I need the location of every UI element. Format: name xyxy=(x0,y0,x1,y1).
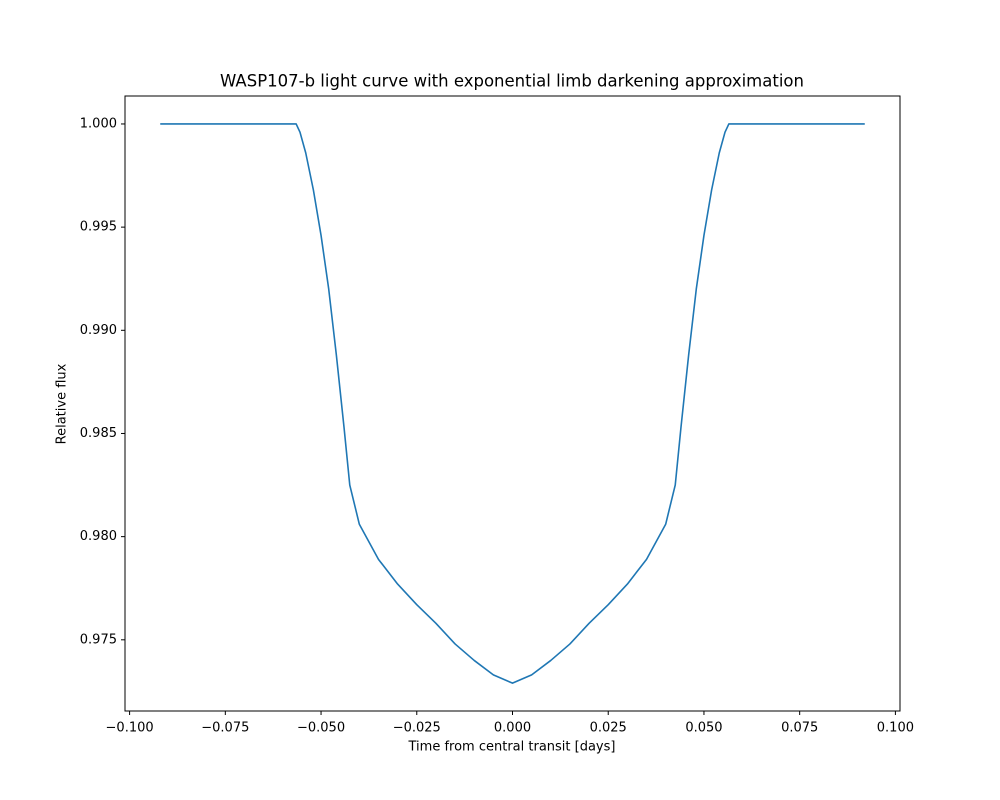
x-tick-label: 0.025 xyxy=(590,721,627,736)
y-tick-label: 0.980 xyxy=(80,529,117,544)
x-tick-label: 0.100 xyxy=(877,721,914,736)
x-axis-label: Time from central transit [days] xyxy=(408,740,616,755)
y-tick-label: 1.000 xyxy=(80,116,117,131)
chart-title: WASP107-b light curve with exponential l… xyxy=(220,72,804,91)
plot-frame xyxy=(124,95,901,712)
y-tick-label: 0.975 xyxy=(80,632,117,647)
y-tick-label: 0.995 xyxy=(80,220,117,235)
x-tick-label: −0.025 xyxy=(393,721,441,736)
x-tick-label: 0.075 xyxy=(781,721,818,736)
y-axis-label: Relative flux xyxy=(55,363,70,444)
x-tick-label: 0.000 xyxy=(494,721,531,736)
x-tick-label: 0.050 xyxy=(685,721,722,736)
x-tick-label: −0.075 xyxy=(201,721,249,736)
y-tick-label: 0.990 xyxy=(80,323,117,338)
x-tick-label: −0.050 xyxy=(297,721,345,736)
x-tick-label: −0.100 xyxy=(106,721,154,736)
y-tick-label: 0.985 xyxy=(80,426,117,441)
flux-line xyxy=(160,123,865,684)
